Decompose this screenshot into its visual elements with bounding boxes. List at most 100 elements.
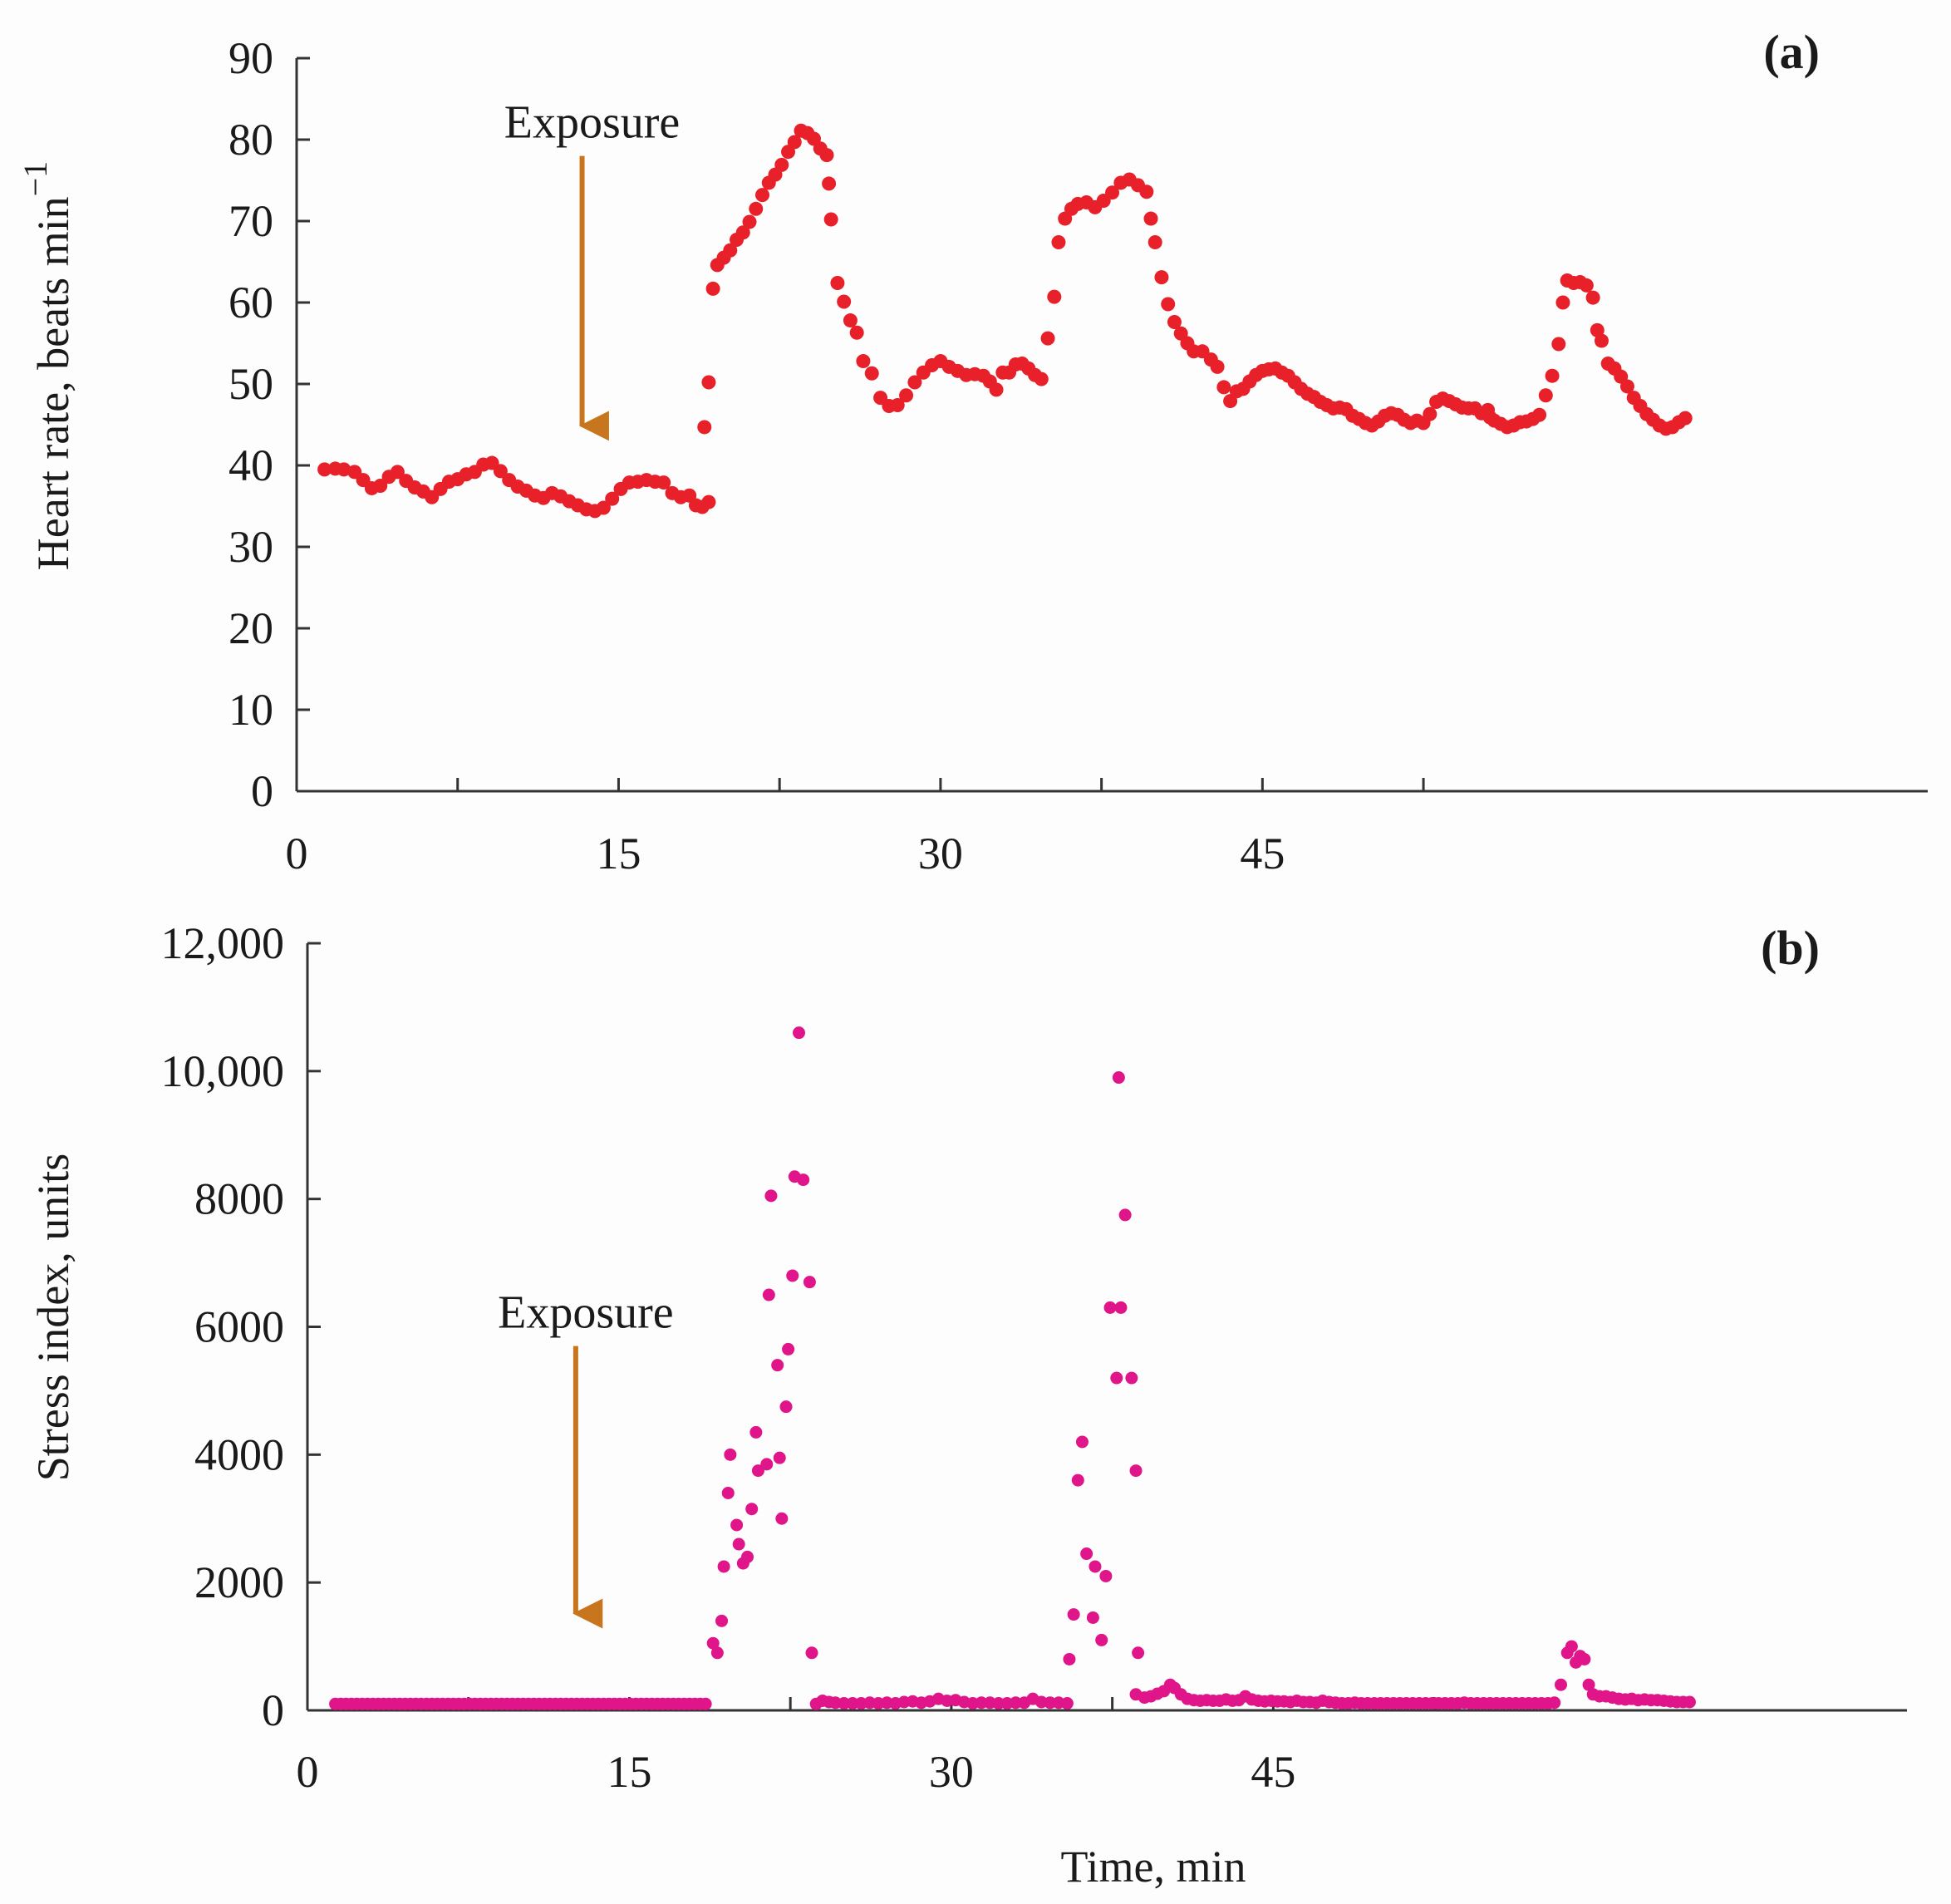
data-point — [735, 225, 750, 240]
y-tick-label: 50 — [229, 359, 273, 409]
data-point — [1112, 1071, 1125, 1085]
data-point — [1590, 322, 1605, 337]
data-point — [1118, 1208, 1132, 1222]
data-point — [1161, 297, 1176, 312]
data-point — [1075, 1435, 1089, 1449]
data-point — [1154, 270, 1169, 285]
data-point — [782, 1342, 795, 1355]
data-point — [1532, 407, 1547, 422]
y-tick-label: 10,000 — [161, 1046, 285, 1096]
y-tick-label: 8000 — [194, 1174, 284, 1224]
data-point — [745, 1503, 759, 1516]
data-point — [774, 157, 789, 172]
y-tick-label: 60 — [229, 278, 273, 327]
data-point — [856, 354, 871, 369]
x-tick-label: 45 — [1251, 1747, 1295, 1797]
y-tick-label: 70 — [229, 196, 273, 246]
data-point — [864, 366, 879, 381]
data-point — [890, 397, 905, 412]
x-tick-label: 30 — [929, 1747, 974, 1797]
data-point — [1129, 1464, 1143, 1478]
data-point — [786, 1269, 799, 1282]
panel-b-exposure-label: Exposure — [498, 1287, 674, 1339]
data-point — [1114, 1301, 1128, 1314]
panel-a-exposure-annotation: Exposure — [504, 97, 681, 441]
shared-xlabel: Time, min — [1060, 1842, 1246, 1892]
panel-a-heart-rate: (a) Heart rate, beats min−1 0 10 20 30 40 50 6… — [17, 25, 1928, 878]
data-point — [373, 479, 388, 493]
data-point — [819, 148, 834, 163]
data-point — [1594, 333, 1609, 348]
x-tick-label: 15 — [607, 1747, 651, 1797]
data-point — [605, 491, 620, 506]
data-point — [989, 382, 1004, 397]
x-tick-label: 45 — [1240, 829, 1285, 878]
data-point — [775, 1512, 789, 1525]
data-point — [1423, 406, 1437, 421]
data-point — [849, 325, 864, 340]
data-point — [1167, 315, 1182, 330]
data-point — [1071, 1474, 1084, 1487]
data-point — [699, 1697, 712, 1710]
data-point — [846, 1697, 859, 1710]
data-point — [493, 464, 508, 479]
data-point — [992, 1697, 1005, 1710]
x-tick-label: 0 — [297, 1747, 319, 1797]
y-tick-label: 0 — [251, 766, 273, 816]
data-point — [1554, 1678, 1567, 1691]
data-point — [1063, 1652, 1076, 1665]
data-point — [749, 201, 764, 216]
data-point — [751, 1464, 764, 1478]
data-point — [1139, 184, 1154, 199]
data-point — [760, 1458, 774, 1471]
data-point — [1579, 278, 1594, 293]
data-point — [764, 1189, 778, 1203]
data-point — [1678, 411, 1693, 426]
data-point — [797, 1173, 810, 1187]
data-point — [1051, 234, 1066, 249]
data-point — [723, 243, 738, 258]
data-point — [1067, 1608, 1080, 1621]
data-point — [1125, 1371, 1138, 1385]
data-point — [1047, 289, 1062, 304]
data-point — [793, 1026, 806, 1040]
data-point — [390, 465, 405, 480]
data-point — [787, 135, 802, 150]
data-point — [1103, 1301, 1117, 1314]
panel-a-label: (a) — [1763, 25, 1820, 79]
data-point — [732, 1537, 745, 1551]
data-point — [838, 1697, 851, 1710]
data-point — [771, 1359, 784, 1372]
data-point — [710, 1646, 724, 1660]
data-point — [742, 214, 757, 229]
data-point — [1578, 1652, 1591, 1665]
panel-a-exposure-label: Exposure — [504, 97, 681, 149]
data-point — [1565, 1640, 1578, 1653]
data-point — [762, 1288, 775, 1301]
data-point — [596, 500, 611, 515]
data-point — [1545, 368, 1560, 383]
data-point — [773, 1451, 786, 1464]
panel-b-stress-index: (b) Stress index, units 0 2000 4000 6000 800… — [28, 918, 1907, 1797]
data-point — [1105, 185, 1120, 200]
y-tick-label: 6000 — [194, 1302, 284, 1352]
panel-a-ticks: 0 10 20 30 40 50 60 70 80 90 0 15 30 45 — [229, 33, 1425, 878]
data-point — [779, 1400, 793, 1414]
data-point — [1683, 1695, 1696, 1709]
data-point — [1548, 1696, 1561, 1710]
y-tick-label: 0 — [262, 1685, 284, 1735]
panel-b-ticks: 0 2000 4000 6000 8000 10,000 12,000 0 15 30 45 — [161, 918, 1436, 1797]
data-point — [706, 1636, 720, 1650]
data-point — [1044, 1696, 1057, 1710]
data-point — [337, 462, 351, 477]
y-tick-label: 4000 — [194, 1429, 284, 1479]
data-point — [317, 462, 332, 477]
data-point — [1210, 359, 1225, 374]
data-point — [717, 1560, 730, 1573]
data-point — [805, 1646, 818, 1660]
data-point — [1110, 1371, 1123, 1385]
y-tick-label: 30 — [229, 522, 273, 572]
data-point — [1216, 380, 1231, 395]
data-point — [1040, 331, 1055, 346]
data-point — [1143, 211, 1158, 226]
